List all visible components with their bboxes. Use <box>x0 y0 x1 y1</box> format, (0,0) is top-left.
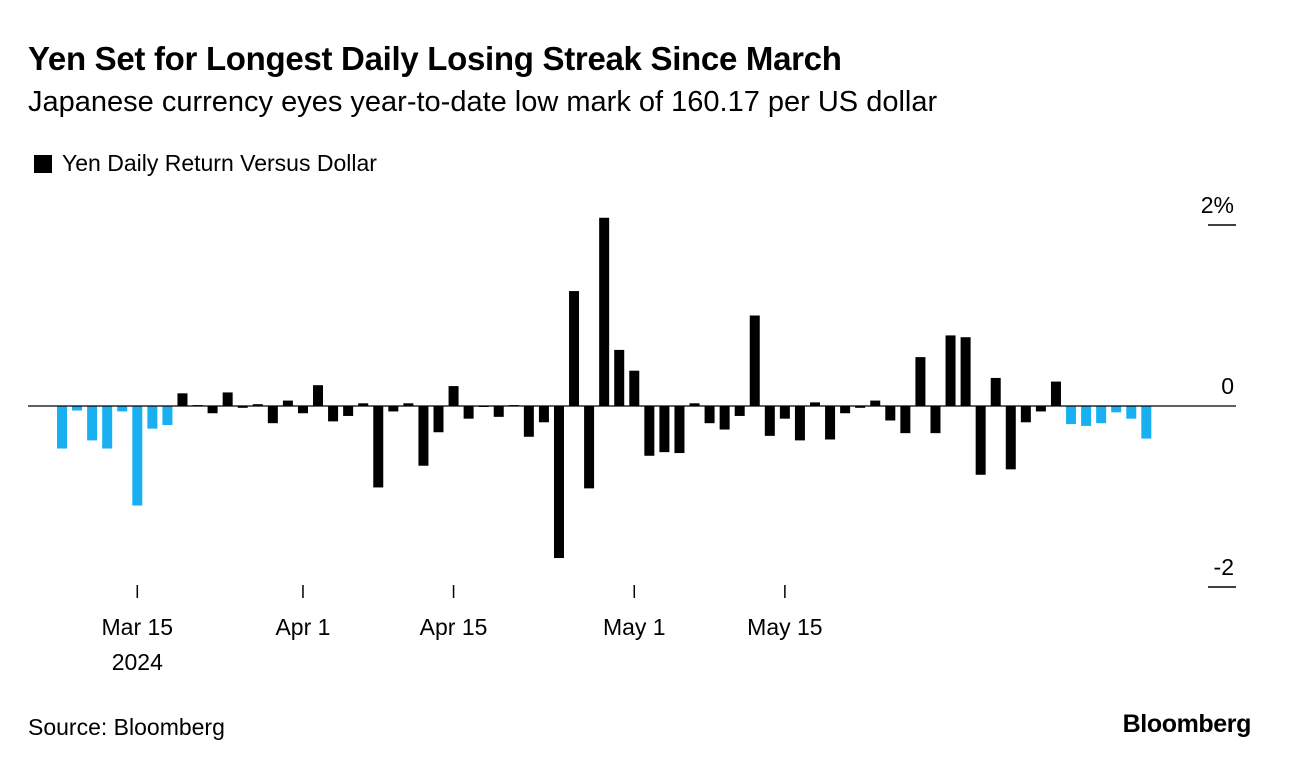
bar <box>147 406 158 429</box>
x-tick-label: Apr 15 <box>420 614 488 640</box>
bar <box>810 402 820 406</box>
bar <box>162 406 173 425</box>
bar-chart: 2% 0 -2 Mar 15 2024 Apr 1 Apr 15 May 1 May 15 <box>28 192 1236 675</box>
brand-logo: Bloomberg <box>1122 710 1252 738</box>
bar <box>222 392 233 406</box>
bar <box>538 406 549 423</box>
bar <box>252 404 263 406</box>
bar <box>313 385 324 406</box>
legend: Yen Daily Return Versus Dollar <box>34 150 377 177</box>
bar <box>855 406 866 408</box>
bar <box>674 406 685 454</box>
x-tick-label: Mar 15 <box>102 614 174 640</box>
bar <box>960 337 971 406</box>
y-tick-label: 2% <box>1201 192 1234 218</box>
bar <box>433 406 444 433</box>
bar <box>463 406 474 419</box>
bar <box>945 335 956 406</box>
bar <box>523 406 534 437</box>
bar <box>885 406 896 421</box>
bar <box>403 403 414 406</box>
bar <box>840 406 851 414</box>
bar <box>689 403 700 406</box>
bar <box>1050 381 1061 406</box>
bar <box>749 315 760 406</box>
bar <box>794 406 805 441</box>
bar <box>990 377 1001 406</box>
bar <box>599 217 610 406</box>
x-axis: Mar 15 2024 Apr 1 Apr 15 May 1 May 15 <box>102 585 823 675</box>
bar <box>1096 406 1107 424</box>
bar <box>553 406 564 559</box>
legend-swatch <box>34 154 52 173</box>
bar <box>659 406 670 453</box>
bar <box>373 406 384 488</box>
bar <box>448 386 459 406</box>
bar <box>388 406 399 412</box>
x-tick-sublabel: 2024 <box>112 649 163 675</box>
x-tick-label: Apr 1 <box>275 614 330 640</box>
y-tick-label: 0 <box>1221 373 1234 399</box>
bar <box>267 406 278 424</box>
bar <box>102 406 113 449</box>
bar <box>87 406 98 441</box>
bar <box>1005 406 1016 470</box>
bar <box>569 291 580 406</box>
bar <box>57 406 67 449</box>
bar <box>343 406 354 416</box>
bar <box>779 406 790 419</box>
y-axis: 2% 0 -2 <box>1201 192 1236 588</box>
bar <box>328 406 339 422</box>
bar <box>1141 406 1152 439</box>
source-note: Source: Bloomberg <box>28 714 225 740</box>
bar <box>900 406 911 434</box>
bar <box>734 406 745 416</box>
bar <box>418 406 429 466</box>
bar <box>584 406 595 489</box>
bar <box>493 406 504 417</box>
bar <box>825 406 836 440</box>
bar <box>72 406 83 411</box>
y-tick-label: -2 <box>1214 554 1234 580</box>
bar <box>704 406 715 424</box>
bar <box>870 400 881 406</box>
bar <box>629 370 640 406</box>
x-tick-label: May 1 <box>603 614 666 640</box>
bar <box>719 406 730 430</box>
bar <box>930 406 941 434</box>
bar <box>282 400 293 406</box>
bar <box>177 393 188 406</box>
bar <box>117 406 128 412</box>
bar <box>1126 406 1137 419</box>
chart-title: Yen Set for Longest Daily Losing Streak … <box>28 40 842 77</box>
bar <box>1111 406 1122 413</box>
bar <box>975 406 986 475</box>
bar <box>915 357 926 406</box>
bar <box>1035 406 1046 412</box>
bar-series <box>57 217 1152 559</box>
bar <box>1020 406 1031 423</box>
bar <box>207 406 218 414</box>
bar <box>614 349 625 406</box>
bar <box>1066 406 1077 425</box>
legend-label: Yen Daily Return Versus Dollar <box>62 150 377 176</box>
bar <box>237 406 248 408</box>
bar <box>132 406 143 506</box>
x-tick-label: May 15 <box>747 614 822 640</box>
chart-subtitle: Japanese currency eyes year-to-date low … <box>28 86 938 118</box>
bar <box>1081 406 1092 426</box>
bar <box>297 406 308 414</box>
bar <box>358 403 369 406</box>
bar <box>644 406 655 456</box>
bar <box>764 406 775 436</box>
